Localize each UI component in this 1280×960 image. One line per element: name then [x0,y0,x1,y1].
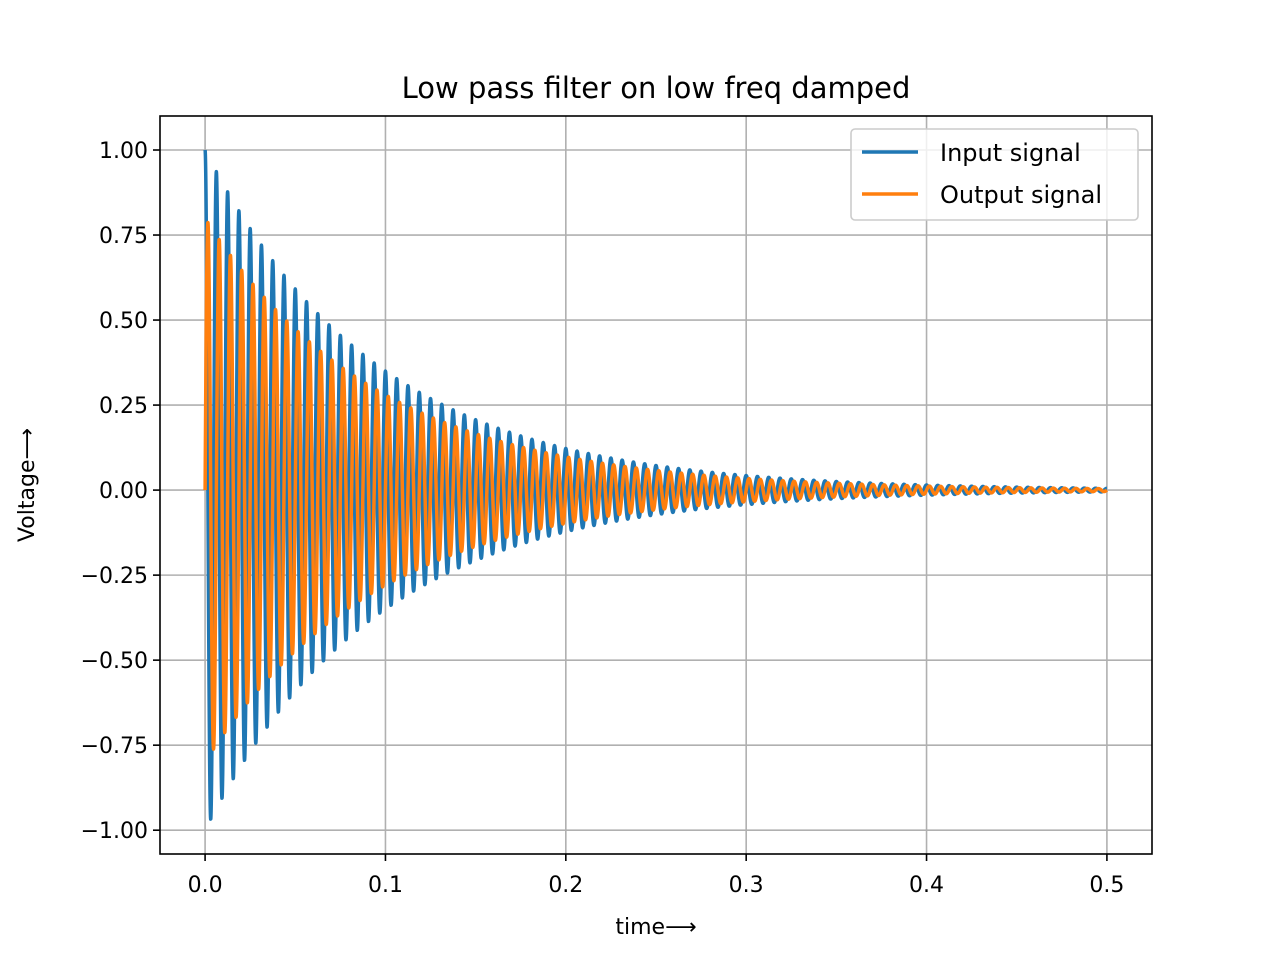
chart-title: Low pass filter on low freq damped [402,71,911,105]
x-tick-label: 0.4 [909,873,944,898]
legend: Input signal Output signal [850,128,1139,221]
x-tick-label: 0.3 [729,873,764,898]
y-tick-label: −0.75 [81,734,148,759]
y-tick-label: 0.50 [99,309,148,334]
x-ticks: 0.0 0.1 0.2 0.3 0.4 0.5 [188,854,1124,898]
x-tick-label: 0.0 [188,873,223,898]
y-tick-label: −0.50 [81,649,148,674]
y-tick-label: 0.25 [99,394,148,419]
y-tick-label: 0.00 [99,479,148,504]
y-tick-label: 0.75 [99,224,148,249]
x-tick-label: 0.1 [368,873,403,898]
x-tick-label: 0.2 [548,873,583,898]
y-tick-label: 1.00 [99,139,148,164]
legend-label-output: Output signal [940,181,1102,209]
legend-box [850,128,1139,221]
legend-label-input: Input signal [940,139,1081,167]
x-tick-label: 0.5 [1089,873,1124,898]
plot-frame [159,115,1153,855]
y-ticks: 1.00 0.75 0.50 0.25 0.00 −0.25 −0.50 −0.75 −1.00 [81,139,160,844]
output-signal-line [203,220,1109,751]
y-tick-label: −0.25 [81,564,148,589]
plot-clip-group [203,149,1109,821]
x-axis-label: time⟶ [615,915,696,940]
y-axis-label: Voltage⟶ [15,428,40,542]
y-tick-label: −1.00 [81,819,148,844]
